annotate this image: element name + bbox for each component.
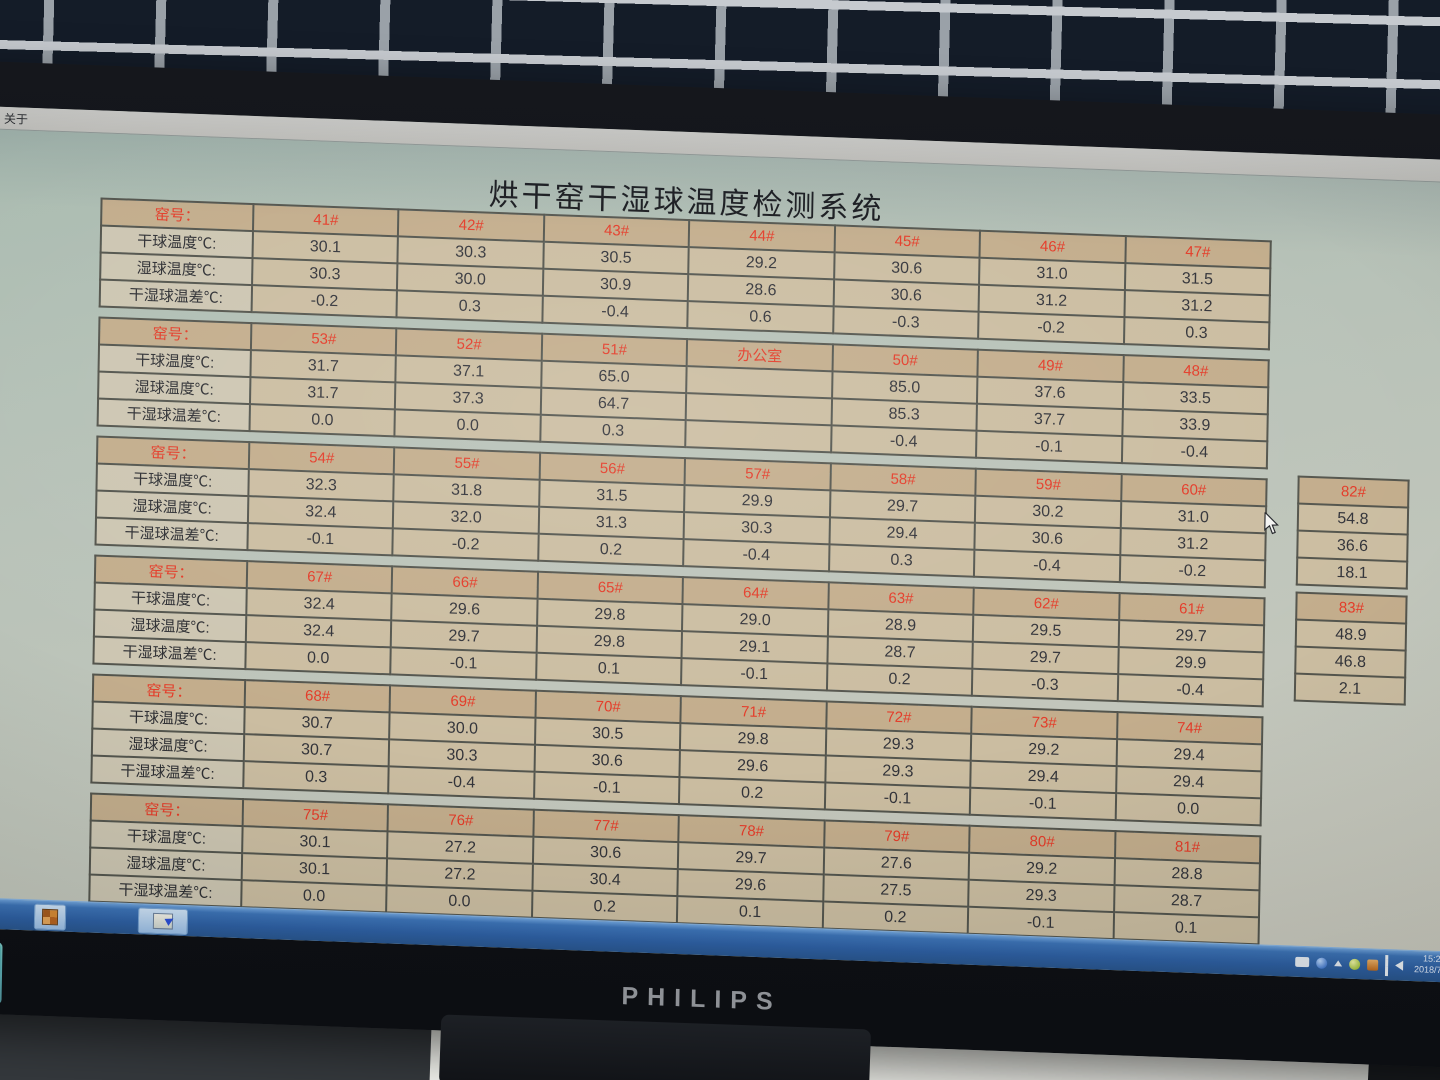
temp-value-cell: -0.2 (392, 528, 539, 561)
temp-value-cell: -0.4 (974, 549, 1120, 583)
temp-value-cell: -0.4 (1121, 436, 1268, 469)
clock-date: 2018/7/17 (1413, 964, 1440, 976)
temp-row-label: 干湿球温差℃: (93, 636, 246, 670)
bluetooth-icon[interactable] (1316, 957, 1328, 969)
temp-value-cell: 46.8 (1295, 646, 1406, 678)
temp-value-cell: 36.6 (1297, 530, 1408, 562)
temp-value-cell: -0.2 (1119, 555, 1266, 588)
kiln-tables: 窑号： 41# 42# 43# 44# 45# 46# 47# 干球温度℃: 30.1 30.3 30… (88, 197, 1272, 954)
kiln-header-cell: 83# (1296, 592, 1407, 624)
temp-value-cell: 0.3 (828, 544, 975, 577)
temp-value-cell: -0.1 (976, 430, 1122, 464)
show-hidden-arrow-icon[interactable] (1334, 960, 1343, 967)
temp-value-cell: 0.2 (679, 777, 826, 810)
temp-value-cell: -0.1 (824, 782, 971, 815)
temp-value-cell: 0.0 (245, 642, 392, 675)
temp-value-cell: 2.1 (1294, 673, 1406, 705)
temp-value-cell: 0.0 (1115, 793, 1262, 826)
language-indicator-icon[interactable] (1295, 956, 1310, 968)
temp-value-cell: 48.9 (1295, 619, 1407, 651)
temp-value-cell: 0.2 (538, 533, 684, 567)
temp-row-label: 干湿球温差℃: (99, 279, 253, 313)
app-orange-icon[interactable] (1367, 958, 1379, 971)
network-signal-icon[interactable] (1384, 954, 1389, 976)
temp-value-cell (685, 420, 832, 453)
temp-row-label: 干湿球温差℃: (97, 398, 250, 432)
temp-value-cell: -0.1 (681, 658, 828, 691)
temp-value-cell: -0.3 (971, 668, 1118, 702)
temp-value-cell: 54.8 (1297, 503, 1409, 535)
side-kiln-block: 83# 48.9 46.8 2.1 (1294, 592, 1408, 706)
volume-icon[interactable] (1395, 960, 1404, 971)
status-green-icon[interactable] (1349, 958, 1361, 970)
grid-app-icon (41, 908, 59, 926)
temp-value-cell: 0.6 (687, 301, 834, 334)
temp-value-cell: -0.2 (251, 285, 398, 318)
philips-monitor: 调试 关于 烘干窑干湿球温度检测系统 窑号：41#42#43#44#45#46#… (0, 57, 1440, 1071)
taskbar-app-button-2[interactable] (137, 907, 189, 936)
temp-value-cell: 18.1 (1296, 557, 1408, 589)
temp-value-cell: -0.2 (978, 311, 1124, 345)
temp-value-cell: -0.1 (247, 523, 394, 556)
taskbar-clock[interactable]: 15:28 2018/7/17 (1405, 953, 1440, 981)
temp-value-cell: -0.1 (969, 787, 1116, 821)
temp-value-cell: 0.2 (826, 663, 973, 696)
temp-value-cell: -0.4 (683, 539, 830, 572)
temp-row-label: 干湿球温差℃: (91, 755, 244, 789)
app-background: 烘干窑干湿球温度检测系统 窑号： 41# 42# 43# 44# 45# 46# 47# 干球温… (0, 127, 1440, 954)
temp-value-cell: -0.3 (832, 306, 979, 339)
temp-value-cell: -0.4 (388, 766, 535, 799)
temp-value-cell: -0.4 (1117, 674, 1264, 707)
temp-value-cell: -0.1 (390, 647, 537, 680)
temp-row-label: 干湿球温差℃: (95, 517, 248, 551)
temp-value-cell: 0.0 (249, 404, 396, 437)
temp-value-cell: 0.0 (394, 409, 541, 442)
menu-item-about[interactable]: 关于 (3, 111, 29, 127)
side-kiln-block: 82# 54.8 36.6 18.1 (1296, 476, 1410, 590)
monitor-screen: 调试 关于 烘干窑干湿球温度检测系统 窑号：41#42#43#44#45#46#… (0, 104, 1440, 984)
temp-value-cell: 0.3 (540, 414, 686, 448)
temp-value-cell: -0.4 (542, 295, 689, 329)
temp-value-cell: 0.1 (535, 652, 682, 686)
temp-value-cell: 0.3 (243, 761, 390, 794)
taskbar-app-button-1[interactable] (33, 903, 67, 931)
temp-value-cell: 0.3 (396, 290, 543, 323)
kiln-header-cell: 82# (1298, 476, 1409, 508)
temp-value-cell: -0.4 (830, 425, 977, 458)
monitor-app-icon (152, 912, 174, 930)
temp-value-cell: 0.3 (1123, 317, 1270, 350)
system-tray (1295, 947, 1404, 981)
temp-value-cell: -0.1 (533, 771, 680, 805)
